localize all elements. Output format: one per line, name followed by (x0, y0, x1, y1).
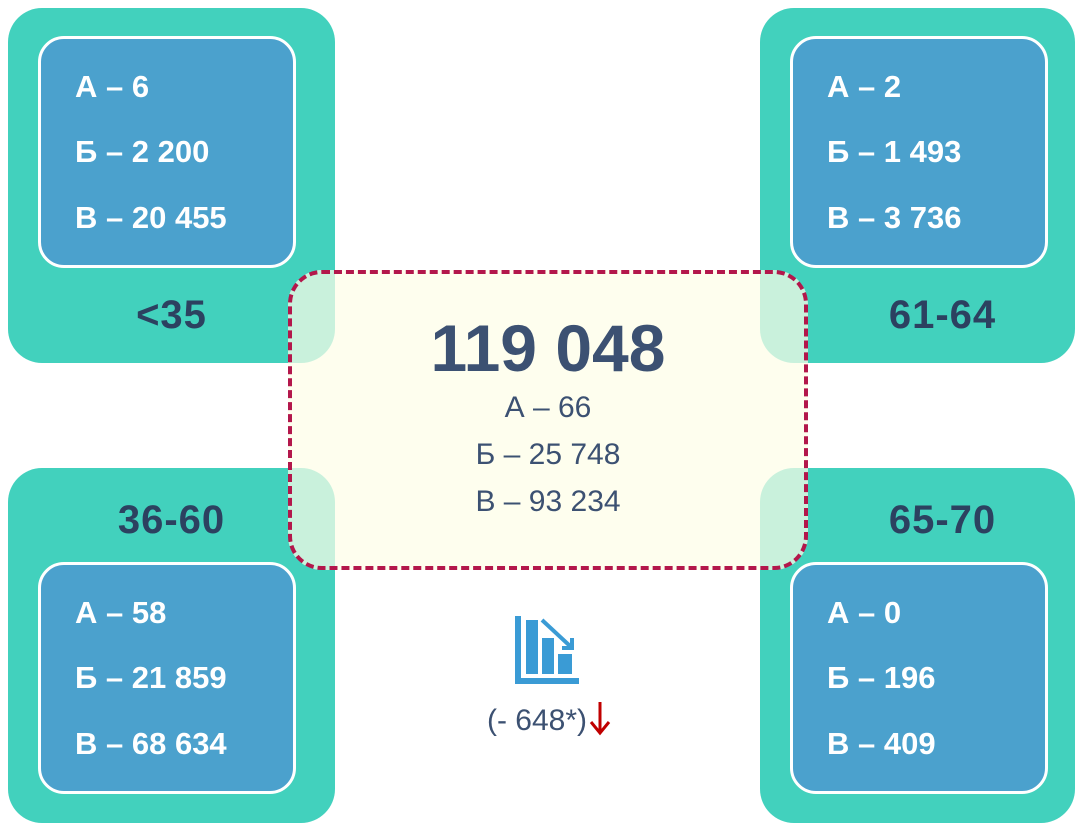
panel: А – 6 Б – 2 200 В – 20 455 <35 (8, 8, 335, 363)
item: В – 68 634 (75, 725, 227, 761)
inner-box: А – 6 Б – 2 200 В – 20 455 (38, 36, 296, 268)
center-item: Б – 25 748 (475, 438, 621, 471)
panel-label: 36-60 (117, 498, 226, 542)
panel-label: 61-64 (888, 293, 997, 337)
item: А – 2 (827, 68, 902, 104)
item: А – 58 (75, 594, 167, 630)
center-item: В – 93 234 (475, 485, 621, 518)
panel: 36-60 А – 58 Б – 21 859 В – 68 634 (8, 468, 335, 823)
center-item: А – 66 (504, 391, 592, 424)
down-arrow (589, 702, 611, 736)
panel: А – 2 Б – 1 493 В – 3 736 61-64 (760, 8, 1075, 363)
item: А – 6 (75, 68, 150, 104)
total: 119 048 (430, 311, 666, 385)
inner-box: А – 2 Б – 1 493 В – 3 736 (790, 36, 1048, 268)
panel-label: 65-70 (888, 498, 997, 542)
item: Б – 1 493 (827, 134, 962, 169)
item: В – 3 736 (827, 199, 962, 235)
item: В – 409 (827, 725, 936, 761)
item: А – 0 (827, 594, 902, 630)
panel: 65-70 А – 0 Б – 196 В – 409 (760, 468, 1075, 823)
item: Б – 21 859 (75, 660, 227, 695)
change: (- 648*) (440, 700, 660, 738)
inner-box: А – 0 Б – 196 В – 409 (790, 562, 1048, 794)
item: В – 20 455 (75, 199, 227, 235)
center-box: 119 048 А – 66 Б – 25 748 В – 93 234 (288, 270, 808, 570)
inner-box: А – 58 Б – 21 859 В – 68 634 (38, 562, 296, 794)
item: Б – 196 (827, 660, 936, 695)
chart-icon (515, 616, 579, 684)
item: Б – 2 200 (75, 134, 210, 169)
change-text: (- 648*) (486, 704, 588, 737)
panel-label: <35 (136, 293, 207, 337)
